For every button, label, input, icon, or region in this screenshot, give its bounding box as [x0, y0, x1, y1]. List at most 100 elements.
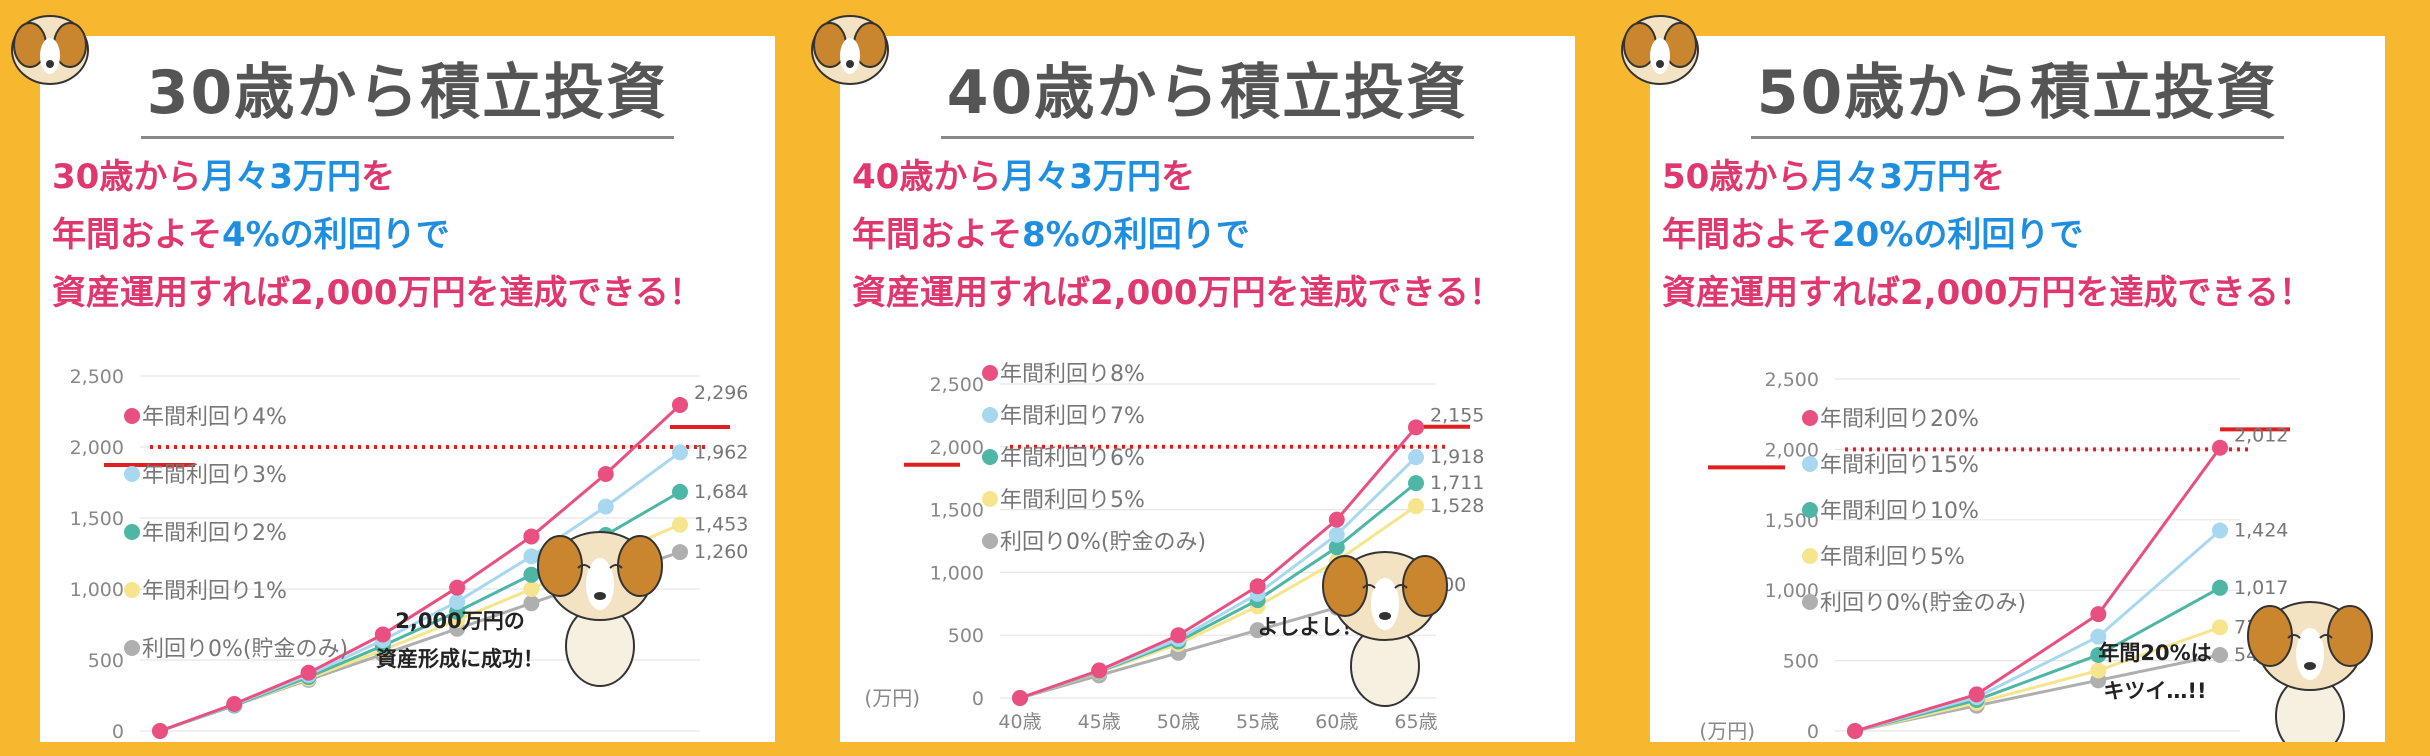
annotation-text: 2,000万円の: [395, 609, 524, 633]
data-point: [1091, 662, 1108, 679]
headline-segment: を: [361, 157, 395, 197]
dog-nose: [2304, 662, 2316, 670]
x-tick-label: 45歳: [1078, 711, 1121, 733]
y-unit-label: (万円): [864, 686, 920, 710]
data-point: [2212, 619, 2228, 636]
y-tick-label: 1,000: [70, 579, 124, 601]
end-value-label: 2,296: [694, 382, 748, 404]
panel-40: 40歳から積立投資 40歳から月々3万円を 年間およそ8%の利回りで 資産運用すれば…: [840, 36, 1575, 742]
data-point: [672, 444, 688, 461]
headline-segment: 月々3万円: [1811, 157, 1971, 197]
headline-segment: 資産運用すれば2,000万円を達成できる！: [1662, 273, 2313, 313]
data-point: [523, 566, 540, 583]
headline-line: 50歳から月々3万円を: [1662, 148, 2313, 206]
dog-mascot-icon: [2247, 601, 2373, 742]
legend-marker: [1802, 594, 1818, 610]
legend-label: 年間利回り20%: [1820, 407, 1979, 432]
line-chart: 05001,0001,5002,0002,50030歳35歳40歳45歳50歳5…: [70, 366, 749, 742]
line-chart: 05001,0001,5002,0002,500(万円)50歳55歳60歳65歳…: [1699, 369, 2373, 742]
legend-marker: [124, 408, 140, 424]
data-point: [300, 664, 317, 681]
end-value-label: 2,155: [1430, 404, 1484, 426]
data-point: [449, 579, 466, 596]
y-tick-label: 0: [972, 688, 984, 710]
dog-ear: [1402, 555, 1448, 617]
data-point: [1328, 539, 1345, 556]
data-point: [374, 626, 391, 643]
headline-text: 50歳から月々3万円を 年間およそ20%の利回りで 資産運用すれば2,000万円を達…: [1662, 148, 2313, 322]
y-tick-label: 2,500: [930, 374, 984, 396]
data-point: [672, 396, 688, 413]
x-tick-label: 55歳: [1236, 711, 1279, 733]
data-point: [2212, 522, 2228, 539]
headline-segment: 4%の利回りで: [222, 215, 450, 255]
legend-marker: [124, 582, 140, 598]
panel-50: 50歳から積立投資 50歳から月々3万円を 年間およそ20%の利回りで 資産運用すれ…: [1650, 36, 2385, 742]
data-point: [1249, 622, 1266, 639]
legend-label: 年間利回り10%: [1820, 499, 1979, 524]
legend-label: 年間利回り5%: [1820, 545, 1965, 570]
series-line: [159, 403, 682, 733]
annotation-text: 資産形成に成功！: [376, 647, 544, 671]
x-tick-label: 50歳: [1157, 711, 1200, 733]
line-chart: 0 500 1,000 1,500 2,000 2,500 (万円) 40歳 45歳 50歳 55歳…: [864, 362, 1484, 733]
data-point: [449, 593, 466, 610]
legend-label: 年間利回り2%: [142, 521, 287, 546]
headline-line: 年間およそ20%の利回りで: [1662, 206, 2313, 264]
legend-label: 年間利回り7%: [1000, 404, 1145, 429]
headline-line: 資産運用すれば2,000万円を達成できる！: [52, 264, 703, 322]
legend-label: 利回り0%(貯金のみ): [142, 637, 348, 662]
data-point: [1408, 498, 1424, 515]
panel-title: 40歳から積立投資: [840, 54, 1575, 139]
headline-segment: を: [1971, 157, 2005, 197]
data-point: [226, 696, 243, 713]
data-point: [1328, 526, 1345, 543]
dog-mascot-icon: [537, 531, 663, 687]
data-point: [597, 498, 614, 515]
headline-segment: 月々3万円: [201, 157, 361, 197]
end-value-label: 1,684: [694, 481, 748, 503]
legend-label: 年間利回り6%: [1000, 446, 1145, 471]
legend-label: 年間利回り3%: [142, 463, 287, 488]
headline-segment: 50歳から: [1662, 157, 1812, 197]
panel-30: 30歳から積立投資 30歳から月々3万円を 年間およそ4%の利回りで 資産運用すれば…: [40, 36, 775, 742]
headline-line: 30歳から月々3万円を: [52, 148, 703, 206]
end-value-label: 1,528: [1430, 495, 1484, 517]
annotation-text: 年間20%は: [2098, 641, 2211, 665]
dog-mascot-icon: [1322, 551, 1448, 707]
data-point: [1328, 511, 1345, 528]
headline-line: 年間およそ4%の利回りで: [52, 206, 703, 264]
y-tick-label: 2,500: [70, 366, 124, 388]
legend-label: 年間利回り4%: [142, 405, 287, 430]
y-tick-label: 500: [1783, 651, 1819, 673]
data-point: [672, 483, 688, 500]
data-point: [523, 548, 540, 565]
data-point: [2090, 646, 2107, 663]
legend-marker: [982, 407, 998, 423]
end-value-label: 1,711: [1430, 472, 1484, 494]
series-line: [1019, 426, 1418, 700]
y-tick-label: 0: [1807, 721, 1819, 742]
dog-eyes: [577, 564, 623, 569]
legend-label: 利回り0%(貯金のみ): [1820, 591, 2026, 616]
data-point: [1847, 723, 1863, 739]
y-tick-label: 2,500: [1765, 369, 1819, 391]
legend-marker: [982, 365, 998, 381]
end-value-label: 1,962: [694, 441, 748, 463]
legend-marker: [124, 640, 140, 656]
series-line: [1854, 446, 2222, 733]
headline-line: 資産運用すれば2,000万円を達成できる！: [852, 264, 1503, 322]
corner-dog-icon: [1621, 15, 1699, 85]
legend-marker: [124, 524, 140, 540]
data-point: [2090, 662, 2107, 679]
data-point: [2212, 579, 2228, 596]
headline-segment: 年間およそ: [52, 215, 222, 255]
data-point: [523, 581, 540, 597]
end-value-label: 1,260: [694, 541, 748, 563]
dog-ear: [1322, 555, 1368, 617]
annotation-text: キツイ…!!: [2103, 679, 2206, 703]
headline-segment: 月々3万円: [1001, 157, 1161, 197]
headline-segment: 8%の利回りで: [1022, 215, 1250, 255]
data-point: [672, 544, 688, 561]
headline-line: 資産運用すれば2,000万円を達成できる！: [1662, 264, 2313, 322]
